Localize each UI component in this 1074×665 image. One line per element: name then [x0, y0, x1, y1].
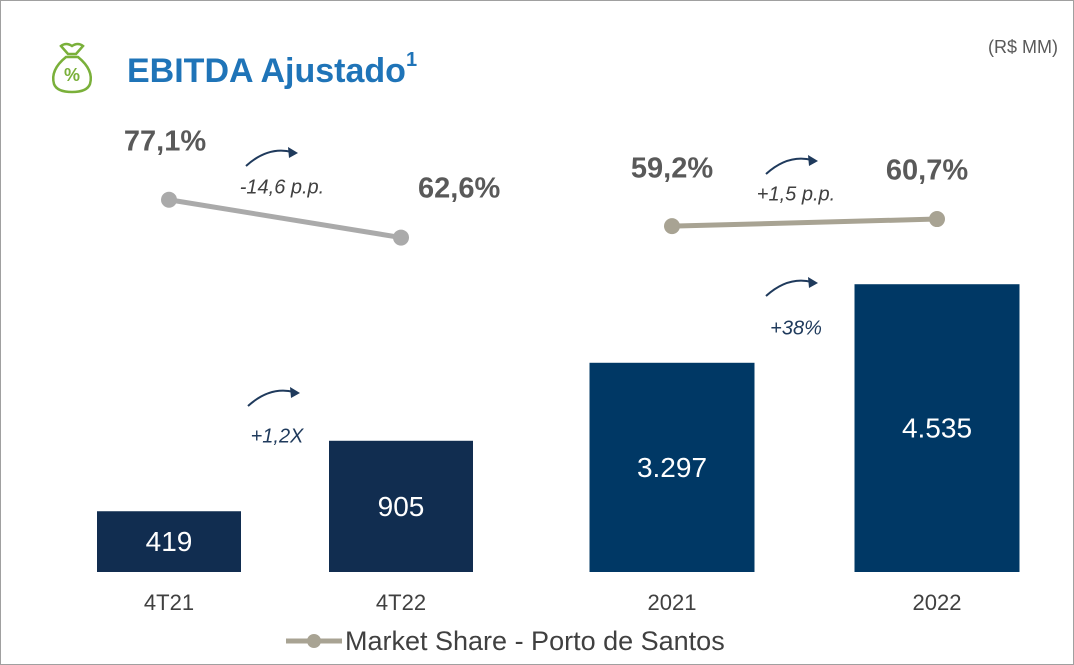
change-arrow: [247, 389, 295, 407]
bar: [97, 511, 241, 572]
legend-marker: [307, 634, 321, 648]
bar: [329, 440, 473, 572]
change-arrowhead: [808, 155, 818, 166]
bar: [589, 362, 755, 572]
x-tick-label: 4T22: [376, 590, 426, 615]
bar-value-label: 4.535: [902, 413, 972, 444]
bar: [854, 284, 1020, 572]
chart-title: EBITDA Ajustado1: [127, 49, 417, 90]
bar-change-label: +1,2X: [251, 425, 304, 447]
line-marker: [393, 229, 409, 246]
line-marker: [664, 218, 680, 235]
bar-value-label: 419: [146, 526, 193, 557]
change-arrowhead: [290, 387, 300, 398]
change-arrowhead: [288, 147, 298, 158]
line-marker: [161, 191, 177, 208]
legend-label: Market Share - Porto de Santos: [345, 626, 725, 656]
line-change-label: -14,6 p.p.: [240, 176, 325, 198]
title-text: EBITDA Ajustado: [127, 52, 406, 90]
x-tick-label: 4T21: [144, 590, 194, 615]
line-change-label: +1,5 p.p.: [757, 183, 835, 205]
line-value-label: 60,7%: [886, 155, 968, 187]
svg-text:%: %: [64, 65, 80, 85]
unit-label: (R$ MM): [988, 37, 1058, 57]
x-tick-label: 2022: [913, 590, 962, 615]
line-value-label: 62,6%: [418, 173, 500, 205]
change-arrowhead: [808, 277, 818, 288]
line-value-label: 59,2%: [631, 153, 713, 185]
line-value-label: 77,1%: [124, 126, 206, 158]
title-superscript: 1: [406, 49, 417, 71]
bar-value-label: 3.297: [637, 452, 707, 483]
change-arrow: [765, 157, 813, 175]
change-arrow: [245, 149, 293, 167]
change-arrow: [765, 279, 813, 297]
bar-change-label: +38%: [770, 317, 822, 339]
line: [168, 197, 402, 241]
x-tick-label: 2021: [648, 590, 697, 615]
money-bag-icon: %: [52, 42, 92, 94]
bar-value-label: 905: [378, 491, 425, 522]
line: [671, 216, 938, 229]
line-marker: [929, 211, 945, 228]
